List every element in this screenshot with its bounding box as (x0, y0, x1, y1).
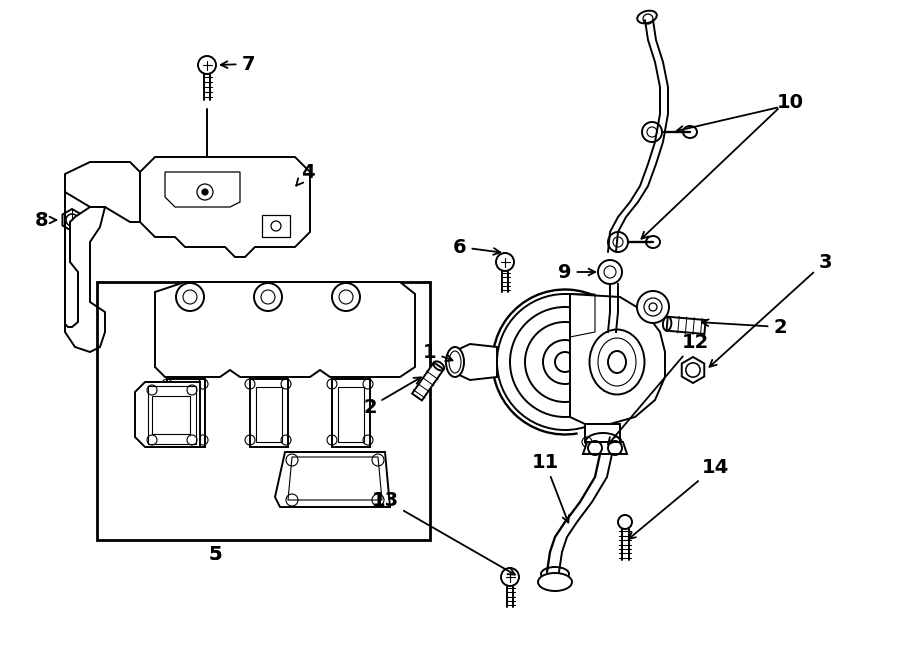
Bar (97, 282, 430, 540)
Bar (167, 379, 205, 447)
Polygon shape (453, 344, 497, 380)
Text: 14: 14 (629, 457, 729, 539)
Text: 9: 9 (558, 263, 595, 281)
Bar (173, 387, 199, 442)
Text: 11: 11 (531, 453, 569, 522)
Polygon shape (585, 424, 620, 442)
Text: 8: 8 (35, 211, 56, 230)
Circle shape (642, 122, 662, 142)
Circle shape (608, 232, 628, 252)
Text: 13: 13 (372, 491, 515, 575)
Bar (262, 215, 290, 237)
Polygon shape (412, 362, 444, 401)
Circle shape (649, 303, 657, 311)
Circle shape (332, 283, 360, 311)
Ellipse shape (637, 11, 657, 23)
Polygon shape (62, 209, 82, 231)
Circle shape (176, 283, 204, 311)
Polygon shape (667, 316, 706, 334)
Text: 10: 10 (777, 93, 804, 111)
Circle shape (618, 515, 632, 529)
Bar (256, 387, 282, 442)
Polygon shape (65, 162, 140, 222)
Polygon shape (275, 452, 390, 507)
Ellipse shape (538, 573, 572, 591)
Text: 7: 7 (220, 54, 255, 73)
Circle shape (202, 189, 208, 195)
Circle shape (598, 260, 622, 284)
Circle shape (501, 568, 519, 586)
Text: 3: 3 (709, 252, 832, 367)
Polygon shape (65, 192, 105, 352)
Bar (148, 386, 196, 444)
Circle shape (496, 253, 514, 271)
Text: 4: 4 (296, 162, 315, 186)
Circle shape (254, 283, 282, 311)
Bar (152, 396, 190, 434)
Polygon shape (681, 357, 705, 383)
Polygon shape (583, 442, 627, 454)
Text: 2: 2 (364, 377, 421, 416)
Bar (338, 387, 364, 442)
Circle shape (497, 294, 633, 430)
Text: 2: 2 (702, 318, 787, 336)
Polygon shape (155, 282, 415, 377)
Circle shape (198, 56, 216, 74)
Ellipse shape (446, 347, 464, 377)
Text: 5: 5 (208, 545, 221, 563)
Polygon shape (570, 294, 665, 424)
Polygon shape (135, 382, 200, 447)
Polygon shape (140, 157, 310, 257)
Text: 5: 5 (208, 545, 221, 563)
Circle shape (637, 291, 669, 323)
Text: 1: 1 (423, 342, 453, 361)
Bar (250, 379, 288, 447)
Text: 6: 6 (454, 238, 500, 256)
Text: 12: 12 (608, 332, 708, 444)
Ellipse shape (683, 126, 697, 138)
Ellipse shape (646, 236, 660, 248)
Bar (332, 379, 370, 447)
